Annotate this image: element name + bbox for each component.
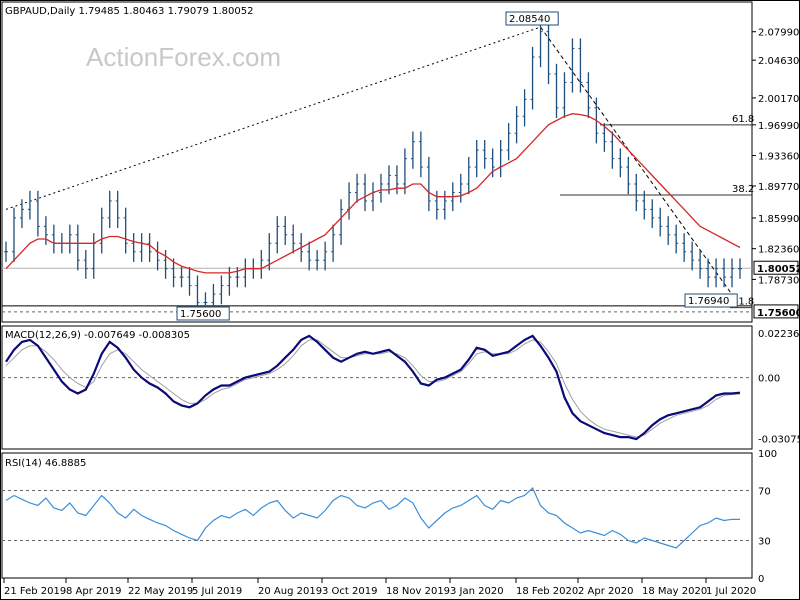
fib-label: 61.8 — [732, 114, 754, 125]
x-tick-label: 1 Jul 2020 — [706, 586, 756, 597]
low-recent-annotation: 1.76940 — [688, 296, 729, 307]
x-tick-label: 22 May 2019 — [128, 586, 193, 597]
rsi-line — [5, 486, 741, 549]
fib-label: 61.8 — [732, 297, 754, 308]
moving-average-line — [5, 113, 741, 274]
trendline — [5, 26, 541, 210]
price-y-tick-label: 1.96990 — [758, 121, 799, 132]
rsi-y-tick-label: 100 — [758, 449, 777, 460]
x-tick-label: 18 Feb 2020 — [516, 586, 578, 597]
rsi-y-tick-label: 0 — [758, 574, 764, 585]
macd-panel: 0.02236 0.00 -0.03075 — [2, 329, 800, 446]
price-y-tick-label: 1.85990 — [758, 214, 799, 225]
price-y-tick-label: 2.00170 — [758, 94, 799, 105]
x-tick-label: 18 May 2020 — [642, 586, 707, 597]
low-recent-annotation-box — [684, 293, 738, 308]
macd-panel-border — [1, 325, 753, 450]
rsi-panel: 100 70 30 0 — [2, 449, 777, 585]
support-price-box — [753, 304, 799, 319]
macd-y-tick-label: -0.03075 — [758, 435, 800, 446]
price-y-tick-label: 1.82360 — [758, 245, 799, 256]
price-y-tick-label: 1.89770 — [758, 182, 799, 193]
x-tick-label: 3 Jan 2020 — [450, 586, 504, 597]
rsi-panel-border — [1, 452, 753, 579]
macd-chart-title: MACD(12,26,9) -0.007649 -0.008305 — [5, 330, 190, 341]
x-tick-label: 5 Jul 2019 — [192, 586, 242, 597]
price-panel: 2.07990 2.04630 2.00170 1.96990 1.93360 1.897… — [2, 11, 800, 321]
high-annotation: 2.08540 — [509, 14, 550, 25]
x-tick-label: 2 Apr 2020 — [578, 586, 633, 597]
low-2019-annotation: 1.75600 — [180, 309, 221, 320]
price-panel-border — [1, 1, 753, 323]
rsi-chart-title: RSI(14) 46.8885 — [5, 458, 86, 469]
trendline — [540, 26, 733, 295]
support-price-label: 1.75600 — [757, 308, 800, 319]
high-annotation-box — [505, 11, 559, 26]
rsi-y-tick-label: 70 — [758, 487, 771, 498]
price-chart-title: GBPAUD,Daily 1.79485 1.80463 1.79079 1.8… — [5, 6, 253, 17]
price-y-tick-label: 1.93360 — [758, 152, 799, 163]
price-y-tick-label: 2.07990 — [758, 28, 799, 39]
x-tick-label: 8 Apr 2019 — [66, 586, 121, 597]
watermark: ActionForex.com — [86, 42, 281, 72]
last-price-label: 1.80052 — [757, 264, 800, 275]
macd-y-tick-label: 0.02236 — [758, 329, 799, 340]
x-tick-label: 3 Oct 2019 — [322, 586, 377, 597]
price-y-tick-label: 1.78730 — [758, 275, 799, 286]
x-tick-label: 20 Aug 2019 — [258, 586, 322, 597]
x-tick-label: 21 Feb 2019 — [4, 586, 66, 597]
fib-label: 38.2 — [732, 184, 754, 195]
last-price-box — [753, 260, 799, 275]
rsi-y-tick-label: 30 — [758, 537, 771, 548]
low-2019-annotation-box — [176, 306, 230, 321]
macd-line — [5, 334, 741, 441]
x-tick-label: 18 Nov 2019 — [386, 586, 450, 597]
macd-y-tick-label: 0.00 — [758, 374, 780, 385]
price-y-tick-label: 2.04630 — [758, 56, 799, 67]
